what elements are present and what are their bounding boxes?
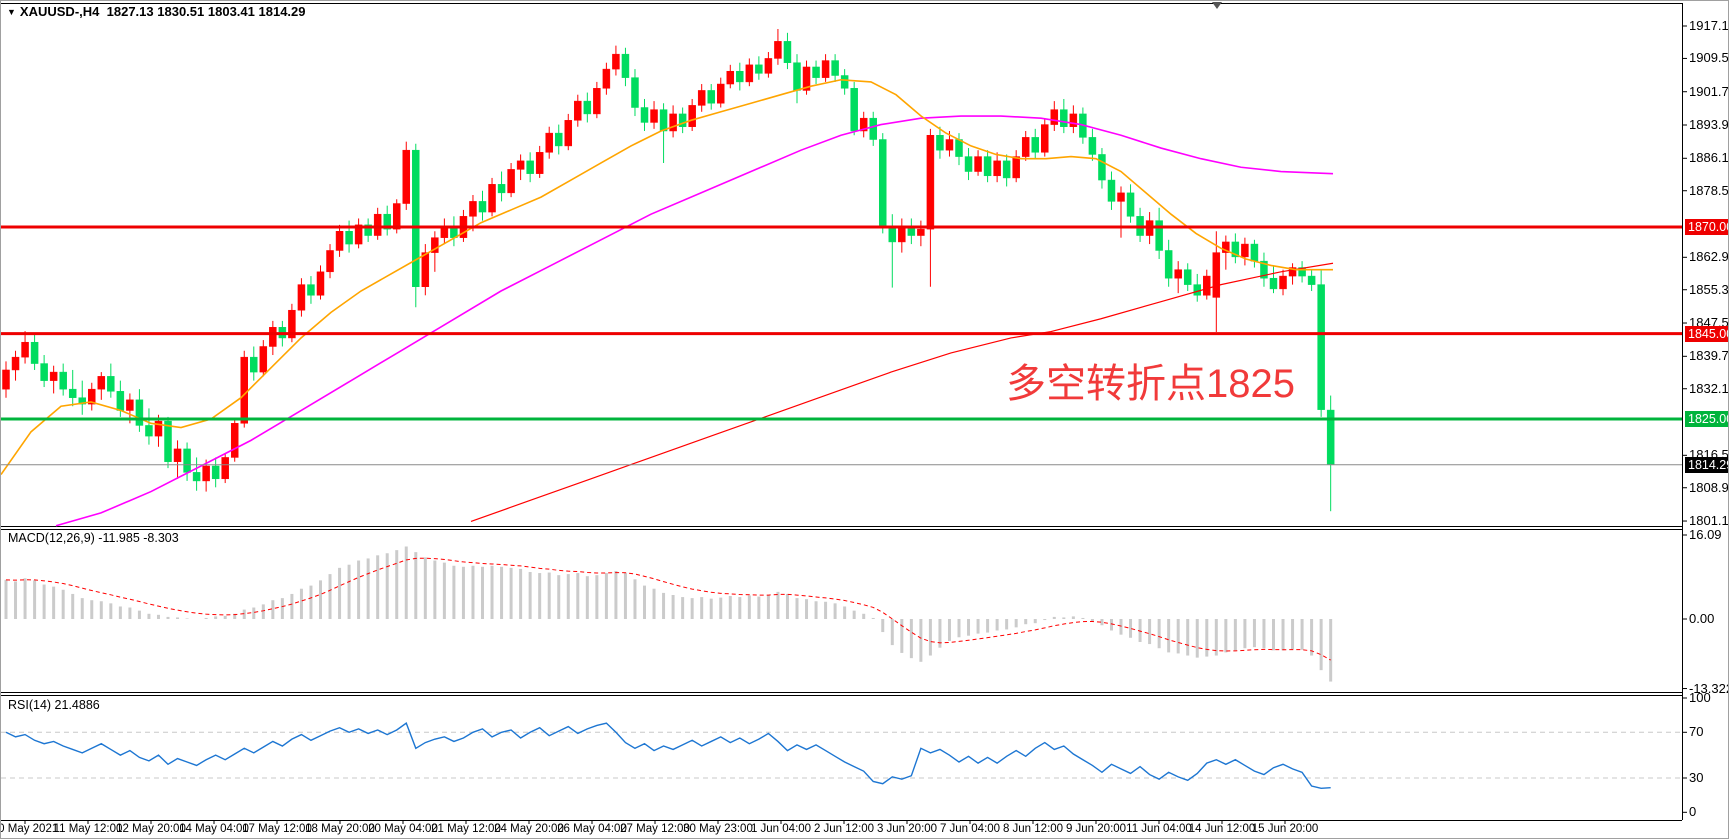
price-level-box-1825.00: 1825.00 xyxy=(1685,411,1728,428)
time-axis-label: 2 Jun 12:00 xyxy=(813,823,875,835)
price-tick-label: 1909.50 xyxy=(1689,50,1729,66)
rsi-axis-label: 0 xyxy=(1689,804,1697,820)
symbol-dropdown-icon[interactable]: ▼ xyxy=(7,7,16,17)
price-tick-label: 1839.70 xyxy=(1689,348,1729,364)
price-tick-label: 1801.10 xyxy=(1689,513,1729,529)
macd-axis-label: -13.322 xyxy=(1689,680,1729,696)
time-axis-label: 12 May 20:00 xyxy=(116,823,186,835)
time-axis-label: 11 May 12:00 xyxy=(53,823,123,835)
price-level-box-1814.29: 1814.29 xyxy=(1685,456,1728,473)
ohlc-high: 1830.51 xyxy=(157,4,205,19)
chart-shift-marker-icon[interactable] xyxy=(1212,2,1222,9)
time-axis-label: 3 Jun 20:00 xyxy=(876,823,938,835)
rsi-axis-label: 100 xyxy=(1689,690,1711,705)
macd-axis-label: 0.00 xyxy=(1689,611,1715,626)
time-axis-label: 14 Jun 12:00 xyxy=(1188,823,1256,835)
time-axis-label: 20 May 04:00 xyxy=(368,823,438,835)
price-tick-label: 1862.90 xyxy=(1689,249,1729,265)
time-axis-label: 1 Jun 04:00 xyxy=(750,823,812,835)
symbol-name: XAUUSD-,H4 xyxy=(19,4,100,19)
time-axis-label: 26 May 04:00 xyxy=(557,823,627,835)
time-axis-label: 21 May 12:00 xyxy=(431,823,501,835)
price-tick-label: 1855.30 xyxy=(1689,281,1729,297)
price-tick-label: 1808.90 xyxy=(1689,479,1729,495)
time-axis-label: 10 May 2021 xyxy=(1,823,59,835)
price-tick-label: 1901.70 xyxy=(1689,83,1729,99)
time-axis-label: 27 May 12:00 xyxy=(620,823,690,835)
price-tick-label: 1917.10 xyxy=(1689,18,1729,33)
time-axis-label: 24 May 20:00 xyxy=(494,823,564,835)
price-level-box-1845.00: 1845.00 xyxy=(1685,325,1728,342)
macd-axis-label: 16.09 xyxy=(1689,527,1722,542)
time-axis-label: 9 Jun 20:00 xyxy=(1065,823,1127,835)
rsi-indicator-label: RSI(14) 21.4886 xyxy=(8,698,100,712)
ohlc-open: 1827.13 xyxy=(106,4,154,19)
price-level-box-1870.00: 1870.00 xyxy=(1685,218,1728,235)
time-axis-label: 15 Jun 20:00 xyxy=(1251,823,1319,835)
price-tick-label: 1878.50 xyxy=(1689,182,1729,198)
price-tick-label: 1893.90 xyxy=(1689,117,1729,132)
ohlc-low: 1803.41 xyxy=(207,4,255,19)
macd-indicator-label: MACD(12,26,9) -11.985 -8.303 xyxy=(8,531,179,545)
price-tick-label: 1886.10 xyxy=(1689,150,1729,166)
time-axis-label: 7 Jun 04:00 xyxy=(939,823,1001,835)
price-tick-label: 1832.10 xyxy=(1689,380,1729,396)
time-axis-label: 8 Jun 12:00 xyxy=(1002,823,1064,835)
time-axis-label: 11 Jun 04:00 xyxy=(1126,823,1192,835)
time-axis-label: 18 May 20:00 xyxy=(305,823,375,835)
time-axis-label: 30 May 23:00 xyxy=(683,823,753,835)
rsi-axis-label: 30 xyxy=(1689,770,1704,785)
time-axis-label: 17 May 12:00 xyxy=(242,823,312,835)
annotation-text: 多空转折点1825 xyxy=(1006,362,1295,406)
rsi-axis-label: 70 xyxy=(1689,724,1704,740)
time-axis-label: 14 May 04:00 xyxy=(179,823,249,835)
symbol-info[interactable]: ▼ XAUUSD-,H4 1827.13 1830.51 1803.41 1814… xyxy=(7,4,306,19)
ohlc-close: 1814.29 xyxy=(258,4,306,19)
